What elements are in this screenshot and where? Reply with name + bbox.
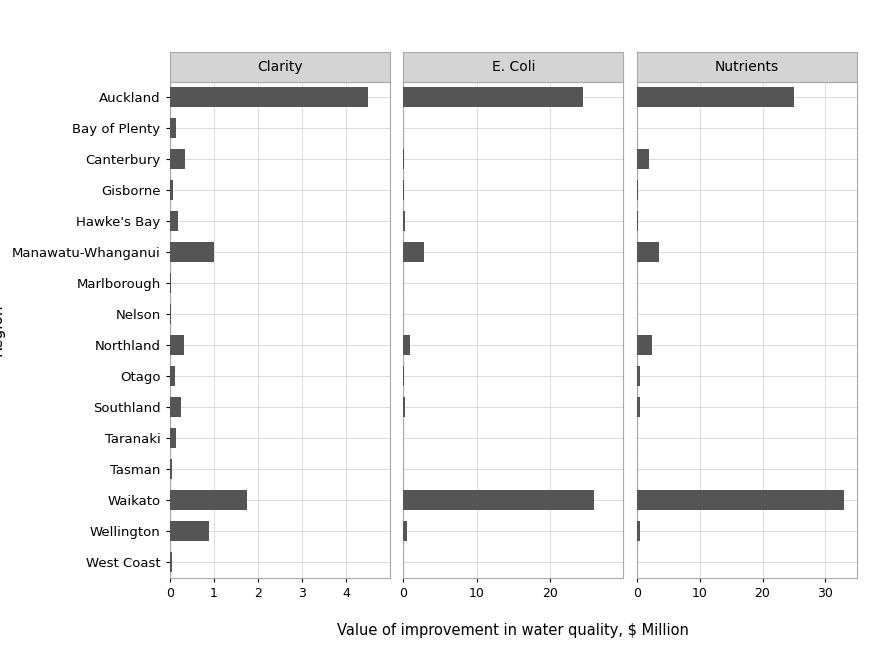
Text: Clarity: Clarity	[256, 60, 302, 74]
Bar	[169, 87, 368, 107]
Bar	[169, 552, 172, 573]
Bar	[169, 335, 183, 355]
Bar	[636, 335, 652, 355]
Bar	[636, 490, 844, 511]
Bar	[169, 304, 171, 325]
Bar	[402, 490, 594, 511]
Text: Value of improvement in water quality, $ Million: Value of improvement in water quality, $…	[337, 623, 688, 637]
Bar	[402, 335, 410, 355]
Bar	[169, 211, 177, 231]
Bar	[169, 428, 176, 449]
Text: Nutrients: Nutrients	[714, 60, 778, 74]
Bar	[636, 366, 640, 387]
Bar	[636, 149, 648, 169]
Bar	[402, 149, 404, 169]
Bar	[636, 397, 640, 417]
Bar	[402, 397, 404, 417]
Bar	[169, 366, 175, 387]
Bar	[636, 242, 658, 263]
Bar	[169, 459, 172, 479]
Bar	[402, 521, 407, 541]
Bar	[402, 87, 582, 107]
Y-axis label: Region: Region	[0, 304, 5, 356]
Bar	[402, 211, 404, 231]
Bar	[169, 397, 181, 417]
Bar	[169, 242, 214, 263]
Bar	[169, 118, 176, 138]
Bar	[169, 521, 209, 541]
Bar	[169, 490, 247, 511]
Bar	[169, 273, 171, 293]
Bar	[402, 242, 423, 263]
Bar	[636, 211, 637, 231]
Bar	[402, 366, 404, 387]
Bar	[636, 180, 637, 200]
Bar	[169, 180, 173, 200]
Bar	[169, 149, 185, 169]
Bar	[636, 87, 793, 107]
Bar	[636, 521, 640, 541]
Text: E. Coli: E. Coli	[491, 60, 534, 74]
